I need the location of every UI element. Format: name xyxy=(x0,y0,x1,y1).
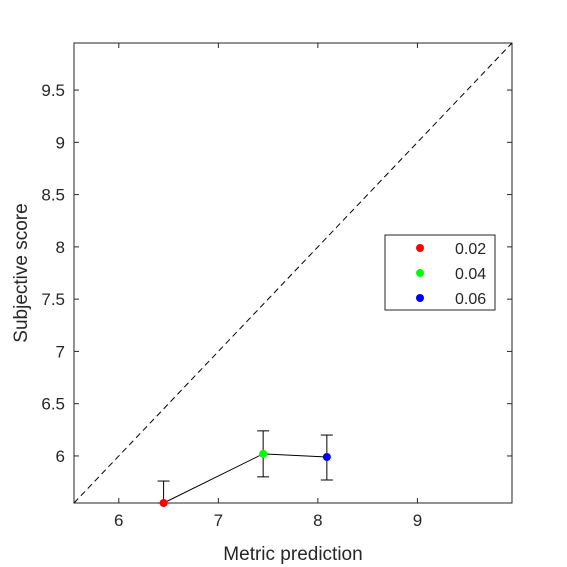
data-point xyxy=(259,449,268,458)
y-tick-label: 9 xyxy=(56,133,65,152)
legend-label: 0.04 xyxy=(455,266,486,283)
y-tick-label: 7.5 xyxy=(41,290,65,309)
legend-marker xyxy=(416,269,424,277)
legend-marker xyxy=(416,244,424,252)
x-tick-label: 8 xyxy=(313,511,322,530)
reference-line xyxy=(73,42,513,504)
y-tick-label: 6.5 xyxy=(41,395,65,414)
legend-box xyxy=(384,234,496,311)
legend-label: 0.06 xyxy=(455,291,486,308)
y-tick-label: 6 xyxy=(56,447,65,466)
plot-area: 6 7 8 9 6 6.5 7 7.5 8 8.5 9 9.5 0.02 0.04 0.06 xyxy=(41,42,513,530)
y-tick-label: 8.5 xyxy=(41,186,65,205)
y-tick-label: 9.5 xyxy=(41,81,65,100)
y-tick-label: 7 xyxy=(56,342,65,361)
data-point xyxy=(159,499,168,507)
y-axis-label: Subjective score xyxy=(11,203,32,342)
legend-marker xyxy=(416,294,424,302)
legend-label: 0.02 xyxy=(455,241,486,258)
x-axis-label: Metric prediction xyxy=(223,544,362,565)
axes-box xyxy=(73,42,513,504)
x-tick-label: 6 xyxy=(114,511,123,530)
x-tick-label: 9 xyxy=(413,511,422,530)
y-tick-label: 8 xyxy=(56,238,65,257)
data-point xyxy=(322,453,331,461)
x-tick-label: 7 xyxy=(214,511,223,530)
